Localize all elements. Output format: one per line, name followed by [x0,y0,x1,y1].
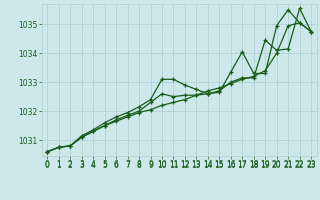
Text: 5: 5 [102,160,107,170]
Text: 4: 4 [91,160,96,170]
Text: 19: 19 [260,160,270,170]
Text: 7: 7 [125,160,130,170]
Text: 2: 2 [68,160,73,170]
Text: 22: 22 [295,160,304,170]
Text: 16: 16 [226,160,236,170]
Text: 8: 8 [137,160,141,170]
Text: 6: 6 [114,160,119,170]
Text: 3: 3 [79,160,84,170]
Text: Graphe pression niveau de la mer (hPa): Graphe pression niveau de la mer (hPa) [41,182,279,192]
Text: 21: 21 [284,160,293,170]
Text: 0: 0 [45,160,50,170]
Text: 10: 10 [157,160,167,170]
Text: 13: 13 [192,160,201,170]
Text: 1: 1 [56,160,61,170]
Text: 11: 11 [169,160,178,170]
Text: 14: 14 [203,160,213,170]
Text: 23: 23 [306,160,316,170]
Text: 12: 12 [180,160,190,170]
Text: 9: 9 [148,160,153,170]
Text: 18: 18 [249,160,259,170]
Text: 15: 15 [214,160,224,170]
Text: 20: 20 [272,160,282,170]
Text: 17: 17 [237,160,247,170]
